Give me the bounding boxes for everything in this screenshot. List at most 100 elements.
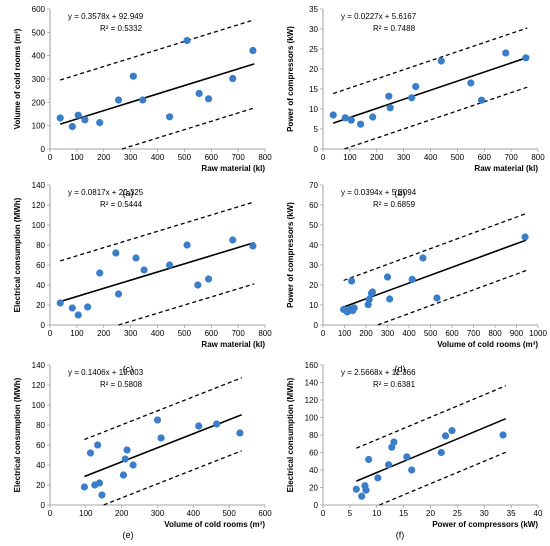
x-tick-label: 500 xyxy=(424,329,438,338)
data-point xyxy=(68,304,76,312)
regression-equation: y = 0.1406x + 15.003 xyxy=(68,368,144,377)
x-tick-label: 15 xyxy=(399,509,408,518)
x-axis-title: Volume of cold rooms (m³) xyxy=(437,340,538,349)
data-point xyxy=(352,485,360,493)
data-point xyxy=(499,431,507,439)
data-point xyxy=(522,54,530,62)
x-tick-label: 400 xyxy=(187,509,201,518)
data-point xyxy=(386,104,394,112)
y-tick-label: 140 xyxy=(32,181,46,190)
y-tick-label: 40 xyxy=(36,461,45,470)
data-point xyxy=(114,290,123,298)
data-point xyxy=(249,46,257,55)
data-point xyxy=(502,49,510,57)
y-tick-label: 60 xyxy=(36,441,45,450)
panel-caption: (f) xyxy=(396,530,405,540)
x-tick-label: 100 xyxy=(70,153,84,162)
y-tick-label: 60 xyxy=(309,449,318,458)
x-tick-label: 600 xyxy=(445,329,459,338)
panel-e: 0 100 200 300 400 500 600 0 20 40 60 80 100 120 140 y =… xyxy=(13,361,272,540)
data-point xyxy=(195,89,203,98)
y-tick-label: 0 xyxy=(314,321,319,330)
prediction-band-upper xyxy=(60,19,255,81)
y-tick-label: 400 xyxy=(32,52,46,61)
data-point xyxy=(477,96,486,104)
y-tick-label: 10 xyxy=(309,105,318,114)
x-tick-label: 400 xyxy=(151,153,165,162)
panel-c: 0 100 200 300 400 500 600 700 800 0 20 40 60 80 100 120… xyxy=(13,181,272,374)
y-tick-label: 100 xyxy=(32,221,46,230)
x-tick-label: 300 xyxy=(397,153,411,162)
data-point xyxy=(365,455,373,464)
data-point xyxy=(347,116,355,124)
r-squared: R² = 0.6859 xyxy=(373,200,416,209)
x-tick-label: 0 xyxy=(48,329,53,338)
x-tick-label: 500 xyxy=(451,153,465,162)
data-point xyxy=(383,273,392,281)
data-point xyxy=(437,57,445,65)
x-tick-label: 900 xyxy=(510,329,524,338)
panel-caption: (a) xyxy=(123,188,134,198)
data-point xyxy=(249,242,257,250)
y-tick-label: 0 xyxy=(41,501,46,510)
x-tick-label: 600 xyxy=(258,509,272,518)
data-point xyxy=(229,236,237,244)
r-squared: R² = 0.5808 xyxy=(100,380,143,389)
data-point xyxy=(98,491,106,499)
prediction-band-upper xyxy=(84,377,242,441)
x-tick-label: 400 xyxy=(151,329,165,338)
y-tick-label: 20 xyxy=(309,484,318,493)
x-tick-label: 800 xyxy=(488,329,502,338)
data-point xyxy=(119,471,128,479)
y-axis-title: Electrical consumption (MWh) xyxy=(13,197,22,312)
regression-equation: y = 0.0817x + 20.325 xyxy=(68,188,144,197)
data-point xyxy=(96,119,104,127)
x-tick-label: 1000 xyxy=(529,329,547,338)
x-tick-label: 20 xyxy=(426,509,435,518)
x-tick-label: 30 xyxy=(480,509,489,518)
data-point xyxy=(213,420,221,428)
x-tick-label: 800 xyxy=(258,153,272,162)
x-tick-label: 0 xyxy=(321,153,326,162)
y-tick-label: 10 xyxy=(309,301,318,310)
x-tick-label: 400 xyxy=(424,153,438,162)
data-point xyxy=(165,261,174,269)
prediction-band-upper xyxy=(60,201,255,262)
y-tick-label: 70 xyxy=(309,181,318,190)
y-tick-label: 600 xyxy=(32,5,46,14)
y-tick-label: 60 xyxy=(36,261,45,270)
y-tick-label: 120 xyxy=(305,396,319,405)
data-point xyxy=(204,95,213,103)
data-point xyxy=(86,449,95,457)
panel-f: 0 5 10 15 20 25 30 35 40 0 20 40 60 80 100 120 140 160 y =… xyxy=(286,361,543,540)
prediction-band-lower xyxy=(121,107,255,150)
data-point xyxy=(81,116,89,124)
data-point xyxy=(84,303,92,311)
r-squared: R² = 0.5444 xyxy=(100,200,143,209)
x-tick-label: 40 xyxy=(534,509,543,518)
x-tick-label: 0 xyxy=(321,509,326,518)
data-point xyxy=(56,299,64,307)
panel-a: 0 100 200 300 400 500 600 700 800 0 100 200 300 400 50… xyxy=(13,5,272,198)
x-axis-title: Raw material (kl) xyxy=(201,340,265,349)
y-axis-title: Power of compressors (kW) xyxy=(286,202,295,308)
data-point xyxy=(183,241,191,249)
y-tick-label: 40 xyxy=(309,241,318,250)
x-tick-label: 600 xyxy=(205,153,219,162)
y-tick-label: 160 xyxy=(305,361,319,370)
x-tick-label: 700 xyxy=(231,329,245,338)
data-point xyxy=(467,79,475,87)
x-tick-label: 700 xyxy=(467,329,481,338)
x-tick-label: 5 xyxy=(348,509,353,518)
x-tick-label: 400 xyxy=(402,329,416,338)
x-tick-label: 200 xyxy=(97,329,111,338)
data-point xyxy=(341,114,349,122)
prediction-band-lower xyxy=(118,283,255,326)
data-point xyxy=(385,92,393,100)
x-tick-label: 100 xyxy=(70,329,84,338)
data-point xyxy=(369,113,377,121)
y-tick-label: 20 xyxy=(36,301,45,310)
y-tick-label: 20 xyxy=(36,481,45,490)
data-point xyxy=(114,96,123,104)
